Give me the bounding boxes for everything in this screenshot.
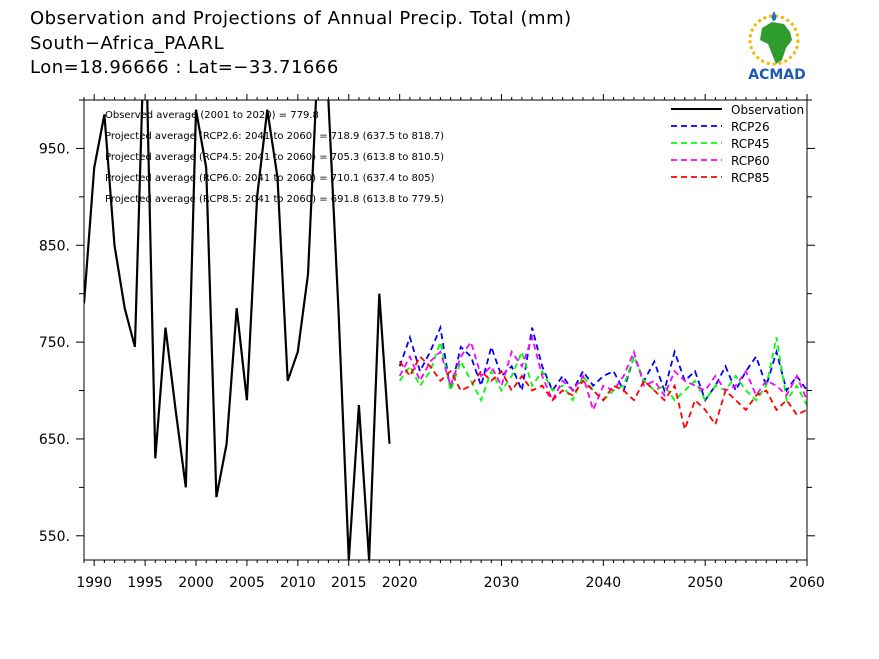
series-line-rcp60 — [398, 334, 807, 413]
location-name: South−Africa_PAARL — [30, 33, 225, 54]
x-tick-label: 2050 — [687, 575, 723, 591]
x-tick-label: 1995 — [127, 575, 163, 591]
x-tick-label: 2015 — [331, 575, 367, 591]
average-annotation: Projected average (RCP6.0: 2041 to 2060)… — [105, 173, 435, 184]
average-annotation: Projected average (RCP2.6: 2041 to 2060)… — [105, 131, 444, 142]
plot-frame — [83, 99, 808, 561]
series-line-rcp26 — [398, 324, 807, 403]
series-line-observation — [84, 100, 391, 560]
legend-label-observation: Observation — [731, 103, 804, 117]
africa-map-logo-icon: ACMAD — [748, 11, 806, 83]
x-tick-label: 2020 — [382, 575, 418, 591]
legend-label-rcp60: RCP60 — [731, 154, 770, 168]
acmad-logo: ACMAD — [736, 6, 818, 84]
legend-label-rcp85: RCP85 — [731, 171, 770, 185]
chart-title: Observation and Projections of Annual Pr… — [30, 8, 572, 29]
legend-label-rcp45: RCP45 — [731, 137, 770, 151]
x-tick-label: 2060 — [789, 575, 825, 591]
x-tick-label: 1990 — [76, 575, 112, 591]
logo-text: ACMAD — [748, 67, 806, 83]
x-tick-label: 2040 — [586, 575, 622, 591]
y-tick-label: 650. — [39, 432, 70, 448]
y-tick-label: 950. — [39, 141, 70, 157]
average-annotation: Projected average (RCP8.5: 2041 to 2060)… — [105, 194, 444, 205]
y-tick-label: 550. — [39, 529, 70, 545]
legend-label-rcp26: RCP26 — [731, 120, 770, 134]
series-line-rcp85 — [398, 355, 807, 433]
x-tick-label: 2030 — [484, 575, 520, 591]
coordinates-label: Lon=18.96666 : Lat=−33.71666 — [30, 57, 339, 78]
average-annotation: Projected average (RCP4.5: 2041 to 2060)… — [105, 152, 444, 163]
average-annotation: Observed average (2001 to 2020) = 779.8 — [105, 110, 319, 121]
x-tick-label: 2000 — [178, 575, 214, 591]
x-tick-label: 2005 — [229, 575, 265, 591]
y-tick-label: 850. — [39, 238, 70, 254]
x-tick-label: 2010 — [280, 575, 316, 591]
y-tick-label: 750. — [39, 335, 70, 351]
